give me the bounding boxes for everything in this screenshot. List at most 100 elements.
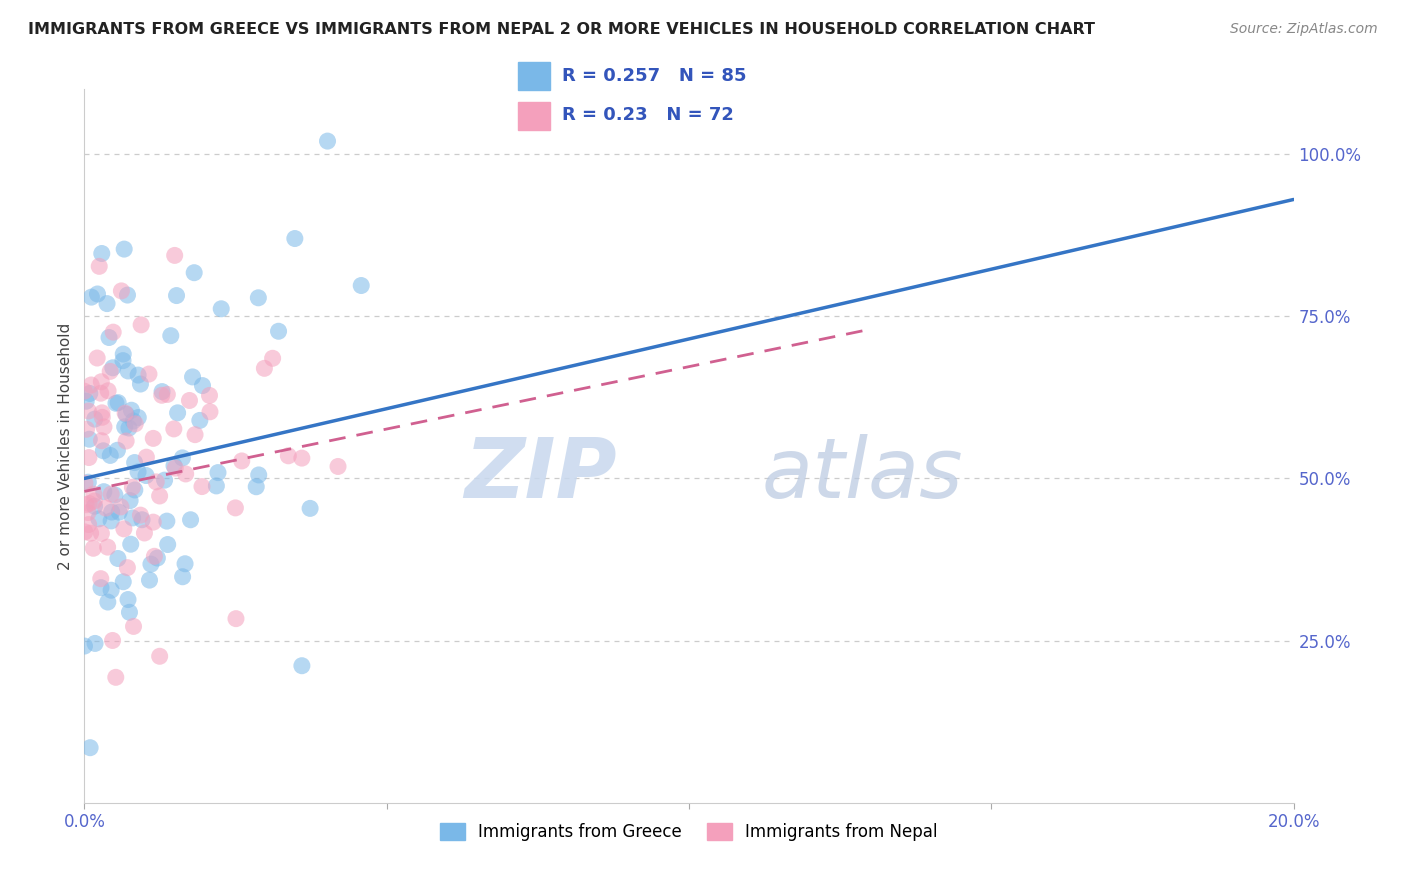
Point bbox=[120, 493, 142, 508]
Point bbox=[145, 475, 167, 489]
Point bbox=[316, 134, 339, 148]
Point bbox=[90, 572, 112, 586]
Point bbox=[142, 515, 165, 529]
Point bbox=[184, 427, 207, 442]
Point bbox=[73, 639, 96, 653]
Point bbox=[77, 496, 100, 510]
Point bbox=[108, 505, 131, 519]
Point bbox=[191, 378, 214, 392]
Point bbox=[110, 284, 132, 298]
Point bbox=[107, 443, 129, 458]
Point bbox=[150, 384, 173, 399]
Point bbox=[83, 499, 105, 513]
Point bbox=[104, 488, 127, 502]
Point bbox=[79, 526, 101, 541]
Point bbox=[172, 570, 194, 584]
Point bbox=[112, 574, 135, 589]
Point bbox=[127, 465, 149, 479]
Point bbox=[277, 449, 299, 463]
Point bbox=[118, 421, 141, 435]
Point bbox=[90, 526, 112, 541]
Point bbox=[122, 414, 145, 428]
Point bbox=[101, 633, 124, 648]
Point bbox=[77, 404, 100, 418]
Point bbox=[100, 583, 122, 598]
Point bbox=[156, 387, 179, 401]
Point bbox=[149, 489, 172, 503]
Point bbox=[183, 266, 205, 280]
Point bbox=[83, 494, 105, 508]
Point bbox=[156, 514, 179, 528]
Point bbox=[100, 505, 122, 519]
Point bbox=[90, 375, 112, 389]
Point bbox=[172, 450, 194, 465]
Legend: Immigrants from Greece, Immigrants from Nepal: Immigrants from Greece, Immigrants from … bbox=[433, 816, 945, 848]
Point bbox=[112, 522, 135, 536]
Point bbox=[73, 476, 96, 491]
Point bbox=[156, 537, 179, 551]
Point bbox=[97, 540, 120, 554]
Point bbox=[135, 468, 157, 483]
Point bbox=[198, 388, 221, 402]
Point bbox=[77, 506, 100, 520]
Point bbox=[114, 406, 136, 420]
Point bbox=[191, 479, 214, 493]
Point bbox=[181, 370, 204, 384]
Point bbox=[188, 413, 211, 427]
Point bbox=[80, 378, 103, 392]
Text: Source: ZipAtlas.com: Source: ZipAtlas.com bbox=[1230, 22, 1378, 37]
Point bbox=[97, 595, 120, 609]
Point bbox=[82, 541, 104, 556]
Point bbox=[114, 420, 136, 434]
Point bbox=[245, 480, 267, 494]
Point bbox=[86, 351, 108, 365]
Point bbox=[143, 549, 166, 564]
Point bbox=[207, 466, 229, 480]
Point bbox=[90, 581, 112, 595]
Point bbox=[117, 288, 139, 302]
Point bbox=[163, 458, 186, 473]
Point bbox=[129, 318, 152, 332]
Point bbox=[104, 670, 127, 684]
Point bbox=[98, 449, 121, 463]
Point bbox=[149, 649, 172, 664]
Point bbox=[291, 658, 314, 673]
Point bbox=[77, 450, 100, 465]
Bar bbox=[517, 102, 550, 130]
Point bbox=[117, 560, 139, 574]
Point bbox=[100, 514, 122, 528]
Point bbox=[205, 479, 228, 493]
Point bbox=[129, 508, 152, 523]
Point bbox=[121, 480, 143, 494]
Point bbox=[135, 450, 157, 465]
Text: atlas: atlas bbox=[762, 434, 963, 515]
Point bbox=[153, 473, 176, 487]
Point bbox=[134, 526, 156, 541]
Point bbox=[117, 592, 139, 607]
Point bbox=[79, 386, 101, 401]
Point bbox=[247, 467, 270, 482]
Point bbox=[139, 557, 162, 571]
Point bbox=[111, 353, 134, 368]
Point bbox=[163, 422, 186, 436]
Point bbox=[165, 461, 187, 475]
Point bbox=[124, 456, 146, 470]
Point bbox=[115, 408, 138, 422]
Point bbox=[77, 475, 100, 490]
Text: ZIP: ZIP bbox=[464, 434, 616, 515]
Point bbox=[118, 605, 141, 619]
Point bbox=[247, 291, 270, 305]
Text: R = 0.23   N = 72: R = 0.23 N = 72 bbox=[562, 106, 734, 124]
Point bbox=[87, 512, 110, 526]
Point bbox=[127, 410, 149, 425]
Point bbox=[90, 434, 112, 448]
Point bbox=[101, 360, 124, 375]
Point bbox=[127, 368, 149, 382]
Point bbox=[90, 246, 112, 260]
Point bbox=[142, 431, 165, 445]
Point bbox=[104, 396, 127, 410]
Point bbox=[124, 417, 146, 431]
Point bbox=[198, 405, 221, 419]
Point bbox=[91, 406, 114, 420]
Point bbox=[73, 384, 96, 399]
